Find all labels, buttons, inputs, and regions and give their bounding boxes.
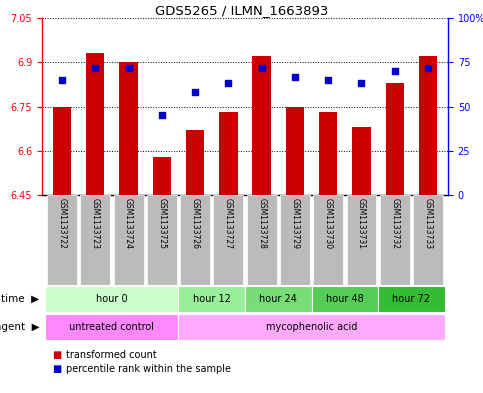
- Point: [357, 80, 365, 86]
- Text: hour 24: hour 24: [259, 294, 297, 304]
- Bar: [352, 127, 370, 195]
- Text: GSM1133732: GSM1133732: [390, 198, 399, 249]
- Text: GDS5265 / ILMN_1663893: GDS5265 / ILMN_1663893: [155, 4, 328, 17]
- Text: mycophenolic acid: mycophenolic acid: [266, 322, 357, 332]
- Text: hour 48: hour 48: [326, 294, 364, 304]
- FancyBboxPatch shape: [313, 195, 343, 285]
- Text: GSM1133733: GSM1133733: [424, 198, 433, 249]
- FancyBboxPatch shape: [312, 286, 378, 312]
- Text: ■: ■: [52, 350, 61, 360]
- Text: GSM1133727: GSM1133727: [224, 198, 233, 249]
- Text: hour 0: hour 0: [96, 294, 128, 304]
- FancyBboxPatch shape: [80, 195, 110, 285]
- FancyBboxPatch shape: [180, 195, 210, 285]
- Text: GSM1133726: GSM1133726: [191, 198, 199, 249]
- Bar: [219, 112, 238, 195]
- Bar: [419, 56, 437, 195]
- Bar: [119, 62, 138, 195]
- FancyBboxPatch shape: [413, 195, 443, 285]
- Text: time  ▶: time ▶: [1, 294, 40, 304]
- Text: GSM1133730: GSM1133730: [324, 198, 333, 249]
- Point: [291, 74, 299, 80]
- Bar: [186, 130, 204, 195]
- FancyBboxPatch shape: [45, 314, 178, 340]
- FancyBboxPatch shape: [380, 195, 410, 285]
- Text: GSM1133725: GSM1133725: [157, 198, 166, 249]
- Point: [324, 77, 332, 83]
- Text: percentile rank within the sample: percentile rank within the sample: [66, 364, 231, 374]
- Point: [91, 65, 99, 71]
- Text: GSM1133722: GSM1133722: [57, 198, 67, 249]
- Point: [125, 65, 132, 71]
- FancyBboxPatch shape: [346, 195, 376, 285]
- Text: ■: ■: [52, 364, 61, 374]
- Bar: [286, 107, 304, 195]
- Text: hour 72: hour 72: [392, 294, 430, 304]
- Bar: [319, 112, 337, 195]
- FancyBboxPatch shape: [378, 286, 445, 312]
- Text: GSM1133731: GSM1133731: [357, 198, 366, 249]
- Text: GSM1133723: GSM1133723: [91, 198, 100, 249]
- Bar: [86, 53, 104, 195]
- FancyBboxPatch shape: [45, 286, 178, 312]
- FancyBboxPatch shape: [213, 195, 243, 285]
- Point: [58, 77, 66, 83]
- Point: [424, 65, 432, 71]
- FancyBboxPatch shape: [114, 195, 143, 285]
- Point: [158, 112, 166, 119]
- Point: [225, 80, 232, 86]
- FancyBboxPatch shape: [147, 195, 177, 285]
- FancyBboxPatch shape: [247, 195, 277, 285]
- Text: transformed count: transformed count: [66, 350, 157, 360]
- Bar: [253, 56, 271, 195]
- Text: GSM1133724: GSM1133724: [124, 198, 133, 249]
- Text: GSM1133728: GSM1133728: [257, 198, 266, 249]
- Bar: [385, 83, 404, 195]
- FancyBboxPatch shape: [245, 286, 312, 312]
- Point: [258, 65, 266, 71]
- Text: agent  ▶: agent ▶: [0, 322, 40, 332]
- Text: hour 12: hour 12: [193, 294, 231, 304]
- FancyBboxPatch shape: [178, 314, 445, 340]
- Bar: [153, 157, 171, 195]
- Point: [391, 68, 398, 74]
- FancyBboxPatch shape: [178, 286, 245, 312]
- Point: [191, 88, 199, 95]
- FancyBboxPatch shape: [47, 195, 77, 285]
- Text: untreated control: untreated control: [70, 322, 155, 332]
- FancyBboxPatch shape: [280, 195, 310, 285]
- Text: GSM1133729: GSM1133729: [290, 198, 299, 249]
- Bar: [53, 107, 71, 195]
